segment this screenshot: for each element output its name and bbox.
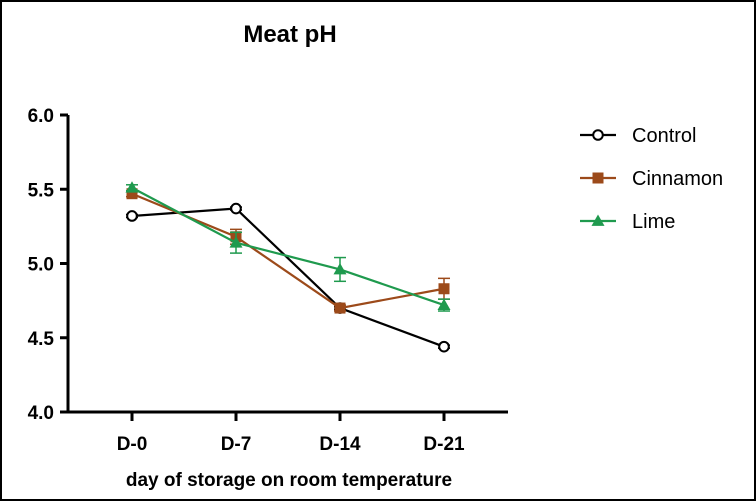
series-layer	[125, 181, 451, 353]
legend-marker-cinnamon	[592, 172, 604, 184]
data-point-cinnamon	[126, 188, 138, 200]
y-tick-label: 5.0	[28, 255, 54, 276]
data-point-cinnamon	[438, 283, 450, 295]
series-lime	[125, 181, 451, 312]
data-point-lime	[437, 298, 451, 310]
data-point-control	[230, 202, 242, 215]
data-point-lime	[125, 181, 139, 193]
legend-item-control: Control	[580, 125, 696, 147]
y-tick-label: 4.5	[28, 329, 55, 350]
x-axis-label: day of storage on room temperature	[126, 470, 452, 491]
legend-item-lime: Lime	[580, 211, 675, 233]
legend-marker-lime	[591, 214, 605, 226]
legend-item-cinnamon: Cinnamon	[580, 168, 723, 190]
chart-title: Meat pH	[243, 21, 336, 48]
series-control	[126, 202, 450, 353]
series-line-lime	[131, 186, 445, 307]
series-cinnamon	[126, 188, 450, 314]
x-tick-label: D-21	[423, 434, 465, 455]
legend-label: Cinnamon	[632, 168, 723, 190]
x-tick-label: D-14	[319, 434, 361, 455]
y-tick-label: 4.0	[28, 403, 54, 424]
x-tick-label: D-7	[221, 434, 252, 455]
data-point-cinnamon	[334, 302, 346, 314]
data-point-lime	[333, 262, 347, 275]
data-point-control	[126, 210, 138, 222]
y-tick-label: 5.5	[28, 180, 55, 201]
legend-marker-control	[592, 129, 604, 141]
axes: 4.0 4.5 5.0 5.5 6.0 D-0 D-7 D-14 D-21	[28, 106, 508, 455]
legend-label: Lime	[632, 211, 675, 233]
data-point-lime	[229, 236, 243, 248]
series-line-cinnamon	[131, 192, 445, 310]
series-line-control	[131, 207, 445, 348]
legend-label: Control	[632, 125, 696, 147]
y-tick-label: 6.0	[28, 106, 54, 127]
x-tick-label: D-0	[117, 434, 148, 455]
data-point-control	[438, 340, 450, 353]
legend: Control Cinnamon Lime	[580, 125, 723, 233]
